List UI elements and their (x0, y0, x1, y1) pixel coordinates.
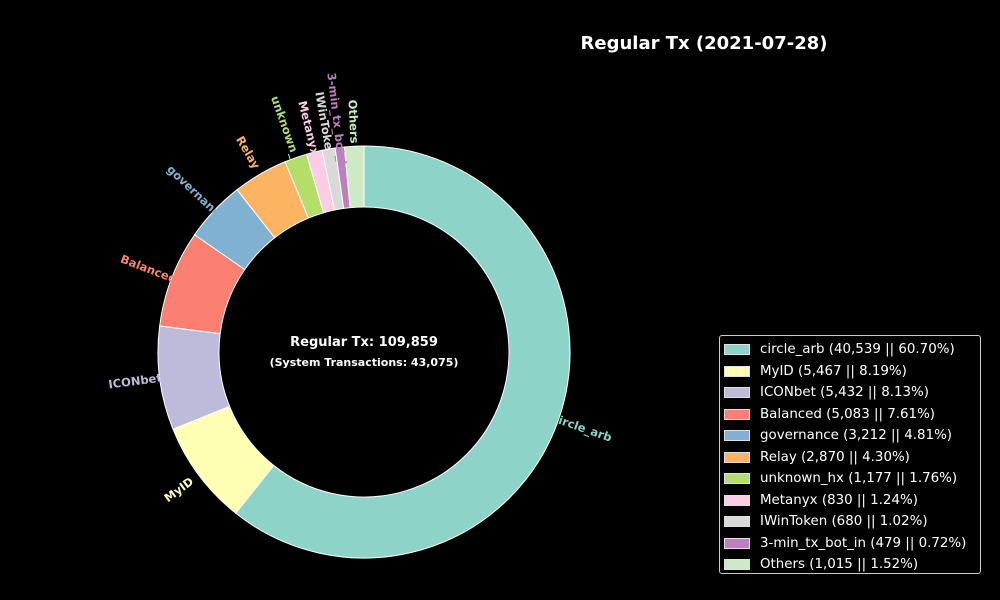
legend-item-metanyx: Metanyx (830 || 1.24%) (724, 490, 980, 512)
legend-label: Relay (2,870 || 4.30%) (760, 449, 910, 465)
chart-title: Regular Tx (2021-07-28) (581, 33, 828, 54)
slice-label-relay: Relay (233, 134, 263, 172)
legend-label: MyID (5,467 || 8.19%) (760, 363, 907, 379)
legend-item-myid: MyID (5,467 || 8.19%) (724, 361, 980, 383)
legend-label: 3-min_tx_bot_in (479 || 0.72%) (760, 535, 967, 551)
slice-circle-arb (234, 145, 571, 559)
legend-swatch (724, 516, 750, 528)
legend-item-unknown-hx: unknown_hx (1,177 || 1.76%) (724, 468, 980, 490)
legend-label: IWinToken (680 || 1.02%) (760, 514, 928, 530)
slice-label-myid: MyID (161, 474, 196, 505)
donut-slices (157, 145, 571, 559)
legend-swatch (724, 430, 750, 442)
slice-label-governance: governance (164, 162, 229, 224)
legend-swatch (724, 408, 750, 420)
legend-item-3-min-tx-bot-in: 3-min_tx_bot_in (479 || 0.72%) (724, 533, 980, 555)
legend-swatch (724, 559, 750, 571)
legend-label: unknown_hx (1,177 || 1.76%) (760, 471, 958, 487)
legend-label: Metanyx (830 || 1.24%) (760, 492, 918, 508)
legend-item-iconbet: ICONbet (5,432 || 8.13%) (724, 382, 980, 404)
legend-label: Others (1,015 || 1.52%) (760, 557, 919, 573)
legend-label: governance (3,212 || 4.81%) (760, 428, 953, 444)
legend-swatch (724, 387, 750, 399)
slice-label-circle-arb: circle_arb (550, 411, 614, 446)
legend-item-others: Others (1,015 || 1.52%) (724, 554, 980, 576)
legend-label: circle_arb (40,539 || 60.70%) (760, 342, 955, 358)
legend-item-relay: Relay (2,870 || 4.30%) (724, 447, 980, 469)
legend-item-balanced: Balanced (5,083 || 7.61%) (724, 404, 980, 426)
slice-others (343, 145, 365, 209)
legend-item-governance: governance (3,212 || 4.81%) (724, 425, 980, 447)
legend-item-circle-arb: circle_arb (40,539 || 60.70%) (724, 339, 980, 361)
legend-swatch (724, 344, 750, 356)
legend-swatch (724, 451, 750, 463)
center-system-text: (System Transactions: 43,075) (270, 356, 459, 369)
legend-swatch (724, 473, 750, 485)
legend-swatch (724, 365, 750, 377)
legend-label: ICONbet (5,432 || 8.13%) (760, 385, 929, 401)
center-total-text: Regular Tx: 109,859 (290, 335, 438, 350)
slice-label-others: Others (345, 99, 361, 144)
legend-swatch (724, 494, 750, 506)
legend: circle_arb (40,539 || 60.70%) MyID (5,467… (719, 335, 981, 574)
slice-label-iconbet: ICONbet (108, 371, 163, 392)
slice-label-balanced: Balanced (119, 252, 179, 286)
legend-label: Balanced (5,083 || 7.61%) (760, 406, 936, 422)
legend-item-iwintoken: IWinToken (680 || 1.02%) (724, 511, 980, 533)
legend-swatch (724, 537, 750, 549)
